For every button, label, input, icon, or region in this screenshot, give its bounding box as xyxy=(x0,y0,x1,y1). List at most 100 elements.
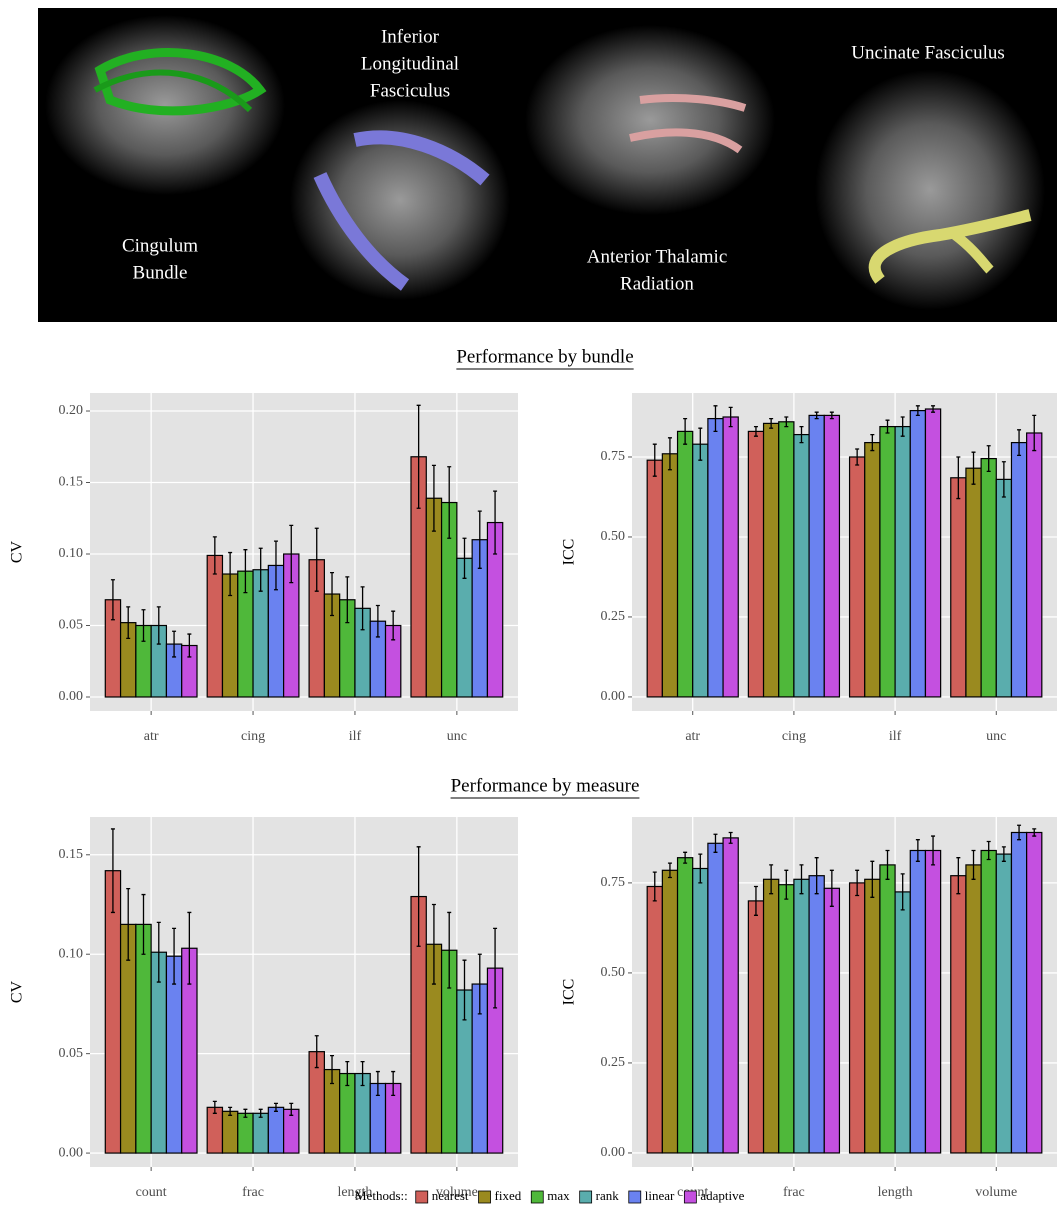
bar xyxy=(676,430,694,698)
bar xyxy=(676,857,694,1154)
error-bar xyxy=(110,828,115,914)
error-bar xyxy=(391,1070,396,1097)
error-bar xyxy=(416,846,421,947)
error-bar xyxy=(493,927,498,1009)
bar xyxy=(778,884,795,1154)
error-bar xyxy=(667,437,672,471)
tract xyxy=(353,130,490,186)
x-tick-label: ilf xyxy=(349,729,362,744)
error-bar xyxy=(187,911,192,985)
bar xyxy=(722,837,739,1154)
y-tick-label: 0.15 xyxy=(59,475,84,490)
error-bar xyxy=(172,927,177,985)
y-tick-label: 0.00 xyxy=(59,1145,84,1160)
error-bar xyxy=(885,849,890,880)
bar xyxy=(879,425,896,698)
bar xyxy=(252,1112,269,1154)
error-bar xyxy=(971,451,976,485)
tract xyxy=(94,48,267,116)
bar xyxy=(980,849,997,1154)
error-bar xyxy=(799,425,804,444)
error-bar xyxy=(289,524,294,584)
bar xyxy=(646,459,663,698)
error-bar xyxy=(243,1108,248,1118)
bar xyxy=(692,867,709,1154)
bar xyxy=(848,456,866,698)
section-title: Performance by bundle xyxy=(456,346,633,367)
x-tick-label: count xyxy=(136,1185,167,1200)
y-tick-label: 0.00 xyxy=(601,689,626,704)
error-bar xyxy=(477,953,482,1015)
bar xyxy=(965,864,982,1154)
error-bar xyxy=(289,1102,294,1116)
brain-slice xyxy=(525,25,775,215)
error-bar xyxy=(258,1108,263,1118)
y-tick-label: 0.10 xyxy=(59,946,84,961)
bar xyxy=(864,878,881,1154)
bar xyxy=(848,882,866,1154)
bar xyxy=(1010,441,1028,698)
legend-swatch xyxy=(478,1190,491,1204)
error-bar xyxy=(375,1070,380,1097)
error-bar xyxy=(228,1106,233,1116)
error-bar xyxy=(931,405,936,413)
bar xyxy=(808,414,825,698)
error-bar xyxy=(870,860,875,898)
bar xyxy=(206,1106,224,1154)
error-bar xyxy=(314,1035,319,1069)
error-bar xyxy=(156,606,161,645)
bar xyxy=(1026,831,1043,1154)
y-axis-label: CV xyxy=(9,540,26,563)
error-bar xyxy=(931,835,936,866)
bar xyxy=(965,467,982,698)
image-label: Anterior Thalamic xyxy=(587,246,728,267)
bar xyxy=(165,955,183,1154)
error-bar xyxy=(110,579,115,621)
bar xyxy=(1026,432,1043,698)
y-axis-label: CV xyxy=(9,980,26,1003)
error-bar xyxy=(360,1060,365,1087)
y-tick-label: 0.20 xyxy=(59,403,84,418)
error-bar xyxy=(915,405,920,417)
bar xyxy=(894,891,911,1154)
bar xyxy=(707,842,724,1154)
bar xyxy=(135,923,152,1154)
error-bar xyxy=(829,869,834,907)
bar xyxy=(793,878,810,1154)
error-bar xyxy=(391,610,396,641)
bar xyxy=(864,441,881,698)
y-tick-label: 0.00 xyxy=(59,689,84,704)
error-bar xyxy=(477,510,482,569)
image-label: Radiation xyxy=(620,273,694,294)
error-bar xyxy=(900,416,905,437)
tract xyxy=(868,209,1032,284)
x-tick-label: frac xyxy=(783,1185,805,1200)
tract-image xyxy=(38,8,1057,322)
error-bar xyxy=(769,864,774,895)
error-bar xyxy=(829,411,834,420)
error-bar xyxy=(345,1060,350,1087)
error-bar xyxy=(493,490,498,555)
x-tick-label: atr xyxy=(144,729,159,744)
legend-label: linear xyxy=(645,1188,675,1203)
bar xyxy=(267,1106,285,1154)
y-tick-label: 0.05 xyxy=(59,1046,84,1061)
tract xyxy=(93,69,253,113)
error-bar xyxy=(141,893,146,955)
x-tick-label: unc xyxy=(986,729,1006,744)
bar xyxy=(950,875,967,1154)
error-bar xyxy=(956,456,961,500)
error-bar xyxy=(713,405,718,433)
error-bar xyxy=(971,849,976,880)
x-tick-label: length xyxy=(337,1185,372,1200)
error-bar xyxy=(667,862,672,879)
error-bar xyxy=(698,427,703,461)
error-bar xyxy=(447,911,452,989)
bar xyxy=(924,849,942,1154)
error-bar xyxy=(784,869,789,900)
error-bar xyxy=(258,547,263,592)
error-bar xyxy=(728,406,733,428)
y-tick-label: 0.50 xyxy=(601,529,626,544)
error-bar xyxy=(784,416,789,428)
error-bar xyxy=(683,417,688,445)
